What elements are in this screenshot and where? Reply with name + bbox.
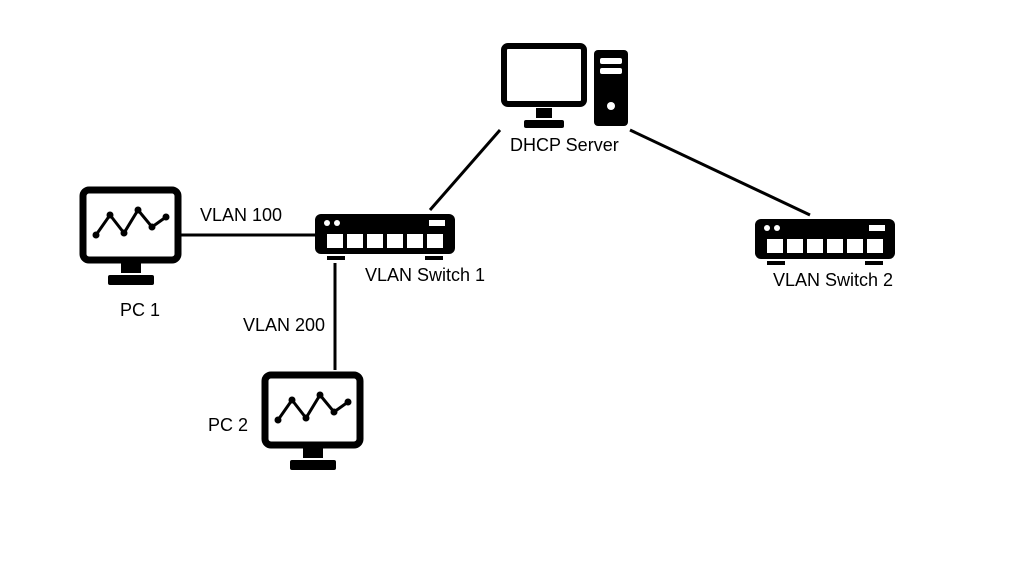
network-diagram: DHCP Server VLAN Switch 1 (0, 0, 1024, 576)
edge-dhcp-sw2 (630, 130, 810, 215)
pc2-icon (260, 370, 365, 480)
pc1-label: PC 1 (120, 300, 160, 321)
pc1-icon (78, 185, 183, 295)
edge-label-vlan200: VLAN 200 (243, 315, 325, 336)
vlan-switch-2-label: VLAN Switch 2 (773, 270, 893, 291)
vlan-switch-1-icon (315, 210, 455, 269)
pc2-label: PC 2 (208, 415, 248, 436)
edge-dhcp-sw1 (430, 130, 500, 210)
dhcp-server-icon (500, 42, 632, 141)
edge-label-vlan100: VLAN 100 (200, 205, 282, 226)
dhcp-server-label: DHCP Server (510, 135, 619, 156)
vlan-switch-2-icon (755, 215, 895, 274)
vlan-switch-1-label: VLAN Switch 1 (365, 265, 485, 286)
